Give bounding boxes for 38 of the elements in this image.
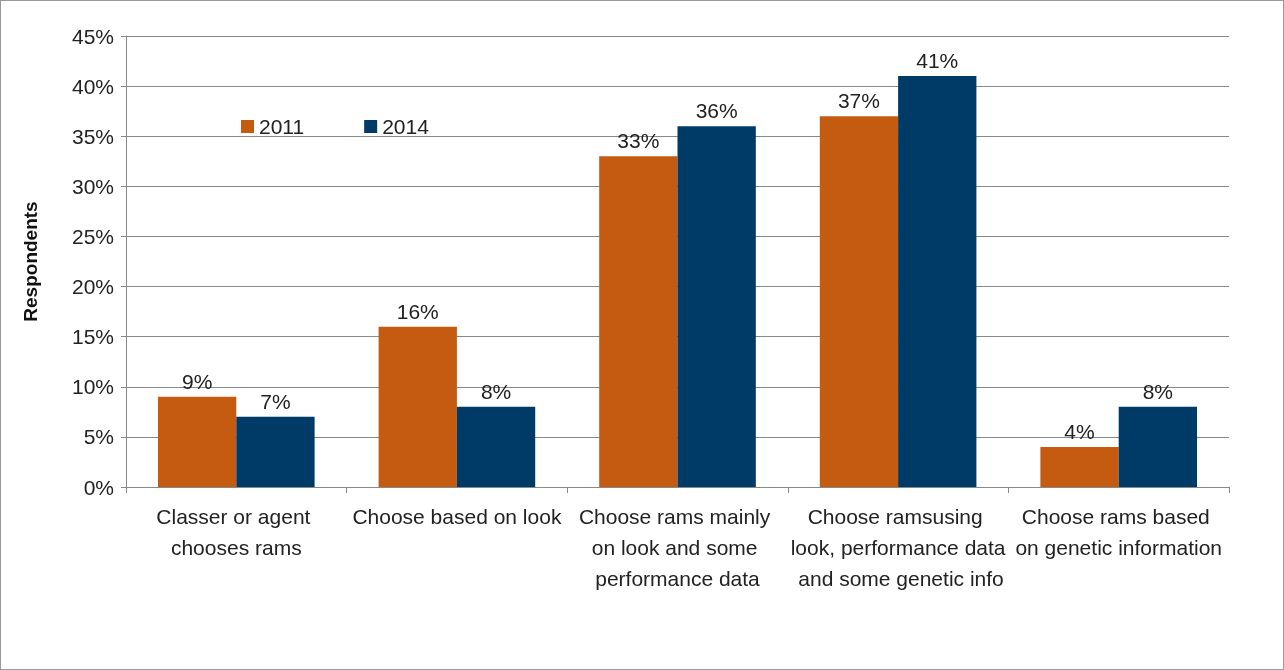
text: 36% [695, 99, 738, 123]
text: 41% [916, 49, 959, 73]
y-axis-title: Respondents [20, 201, 41, 322]
x-tick-label: Choose rams mainly on look and some performance data [578, 505, 777, 590]
text: 8% [480, 379, 512, 403]
bar [456, 406, 536, 487]
bar [677, 126, 756, 487]
bar [599, 156, 678, 487]
y-tick-label: 40% [71, 74, 114, 98]
text: 37% [837, 89, 880, 113]
text: 9% [181, 369, 213, 393]
x-tick-label: Choose ramsusing look, performance data and some genetic info [790, 505, 1006, 590]
text: 33% [617, 129, 660, 153]
legend-label: 2011 [259, 115, 305, 138]
y-tick-label: 15% [71, 325, 114, 349]
y-tick-label: 10% [71, 375, 114, 399]
y-tick-label: 25% [71, 224, 114, 248]
bar [236, 416, 315, 487]
y-tick-label: 45% [71, 24, 114, 48]
y-tick-label: 30% [71, 174, 114, 198]
x-tick-label: Choose based on look [352, 505, 562, 528]
legend-label: 2014 [382, 115, 430, 138]
bar [819, 116, 899, 487]
y-tick-label: 35% [71, 124, 114, 148]
text: 8% [1142, 379, 1174, 403]
x-tick-label: Choose rams based on genetic information [1015, 505, 1223, 559]
text: 16% [396, 299, 439, 323]
bar [898, 76, 977, 487]
bar [378, 326, 457, 487]
y-tick-label: 0% [83, 475, 114, 499]
x-tick-label: Classer or agent chooses rams [156, 505, 317, 559]
bar [1118, 406, 1198, 487]
text: 7% [260, 389, 291, 413]
text: 4% [1064, 419, 1095, 443]
bar [1040, 446, 1119, 487]
bar [157, 396, 237, 487]
y-tick-label: 5% [83, 425, 114, 449]
y-tick-label: 20% [71, 275, 114, 299]
